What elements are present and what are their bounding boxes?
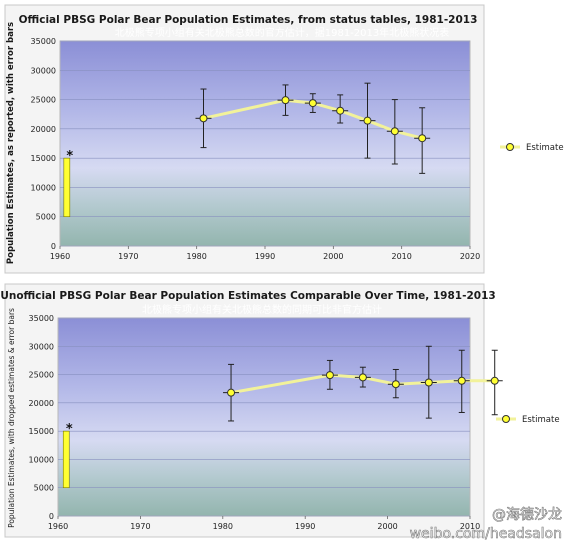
y-tick-label: 0 xyxy=(51,242,56,251)
y-tick-label: 35000 xyxy=(29,314,54,323)
y-tick-label: 10000 xyxy=(31,183,56,192)
x-tick-label: 1970 xyxy=(118,252,138,261)
y-tick-label: 15000 xyxy=(29,427,54,436)
chart-title-unofficial: Unofficial PBSG Polar Bear Population Es… xyxy=(0,290,495,302)
data-point xyxy=(424,378,433,387)
annotation-asterisk: * xyxy=(66,422,73,437)
data-point xyxy=(363,116,372,125)
annotation-bar xyxy=(62,430,70,489)
x-tick-label: 2020 xyxy=(460,252,480,261)
y-tick-label: 0 xyxy=(49,512,54,521)
legend-label-unofficial: Estimate xyxy=(522,415,560,425)
x-tick-label: 2010 xyxy=(391,252,411,261)
watermark-url: weibo.com/headsalon xyxy=(410,526,562,542)
x-tick-label: 2000 xyxy=(377,522,397,531)
y-tick-label: 35000 xyxy=(31,37,56,46)
y-tick-label: 20000 xyxy=(31,125,56,134)
x-tick-label: 1980 xyxy=(186,252,206,261)
legend-official: Estimate xyxy=(500,143,564,153)
data-point xyxy=(336,106,345,115)
watermark-brand: @海德沙龙 xyxy=(492,507,562,523)
data-point xyxy=(358,373,367,382)
data-point xyxy=(281,96,290,105)
chart-title-official: Official PBSG Polar Bear Population Esti… xyxy=(19,14,478,26)
annotation-asterisk: * xyxy=(66,149,73,164)
data-point xyxy=(390,127,399,136)
y-tick-label: 5000 xyxy=(34,484,54,493)
y-tick-label: 25000 xyxy=(31,96,56,105)
y-tick-label: 25000 xyxy=(29,371,54,380)
data-point xyxy=(325,371,334,380)
x-tick-label: 1990 xyxy=(255,252,275,261)
annotation-bar xyxy=(63,157,71,218)
data-point xyxy=(418,134,427,143)
data-point xyxy=(490,376,499,385)
chart-subtitle-official: 北极熊专项小组有关北极熊总数的官方估计，据1981-2013年北极熊状况表 xyxy=(115,26,450,39)
chart-panel-official: Official PBSG Polar Bear Population Esti… xyxy=(4,4,564,274)
chart-subtitle-unofficial: 北极熊专项小组有关北极熊总数的同期可比非官方估计 xyxy=(142,303,382,316)
data-point xyxy=(391,380,400,389)
x-tick-label: 2000 xyxy=(323,252,343,261)
y-axis-label-unofficial: Population Estimates, with dropped estim… xyxy=(7,308,16,528)
data-point xyxy=(308,99,317,108)
chart-panel-unofficial: Unofficial PBSG Polar Bear Population Es… xyxy=(0,283,560,538)
data-point xyxy=(199,114,208,123)
x-tick-label: 1970 xyxy=(130,522,150,531)
y-tick-label: 5000 xyxy=(36,213,56,222)
y-tick-label: 30000 xyxy=(31,66,56,75)
x-tick-label: 1980 xyxy=(213,522,233,531)
y-tick-label: 10000 xyxy=(29,455,54,464)
x-tick-label: 1960 xyxy=(50,252,70,261)
x-tick-label: 2010 xyxy=(460,522,480,531)
data-point xyxy=(227,388,236,397)
y-tick-label: 20000 xyxy=(29,399,54,408)
legend-unofficial: Estimate xyxy=(496,415,560,425)
legend-label-official: Estimate xyxy=(526,143,564,153)
y-tick-label: 30000 xyxy=(29,342,54,351)
y-axis-label-official: Population Estimates, as reported, with … xyxy=(6,22,16,264)
data-point xyxy=(457,376,466,385)
watermark: @海德沙龙 weibo.com/headsalon xyxy=(409,507,562,543)
x-tick-label: 1990 xyxy=(295,522,315,531)
y-tick-label: 15000 xyxy=(31,154,56,163)
x-tick-label: 1960 xyxy=(48,522,68,531)
